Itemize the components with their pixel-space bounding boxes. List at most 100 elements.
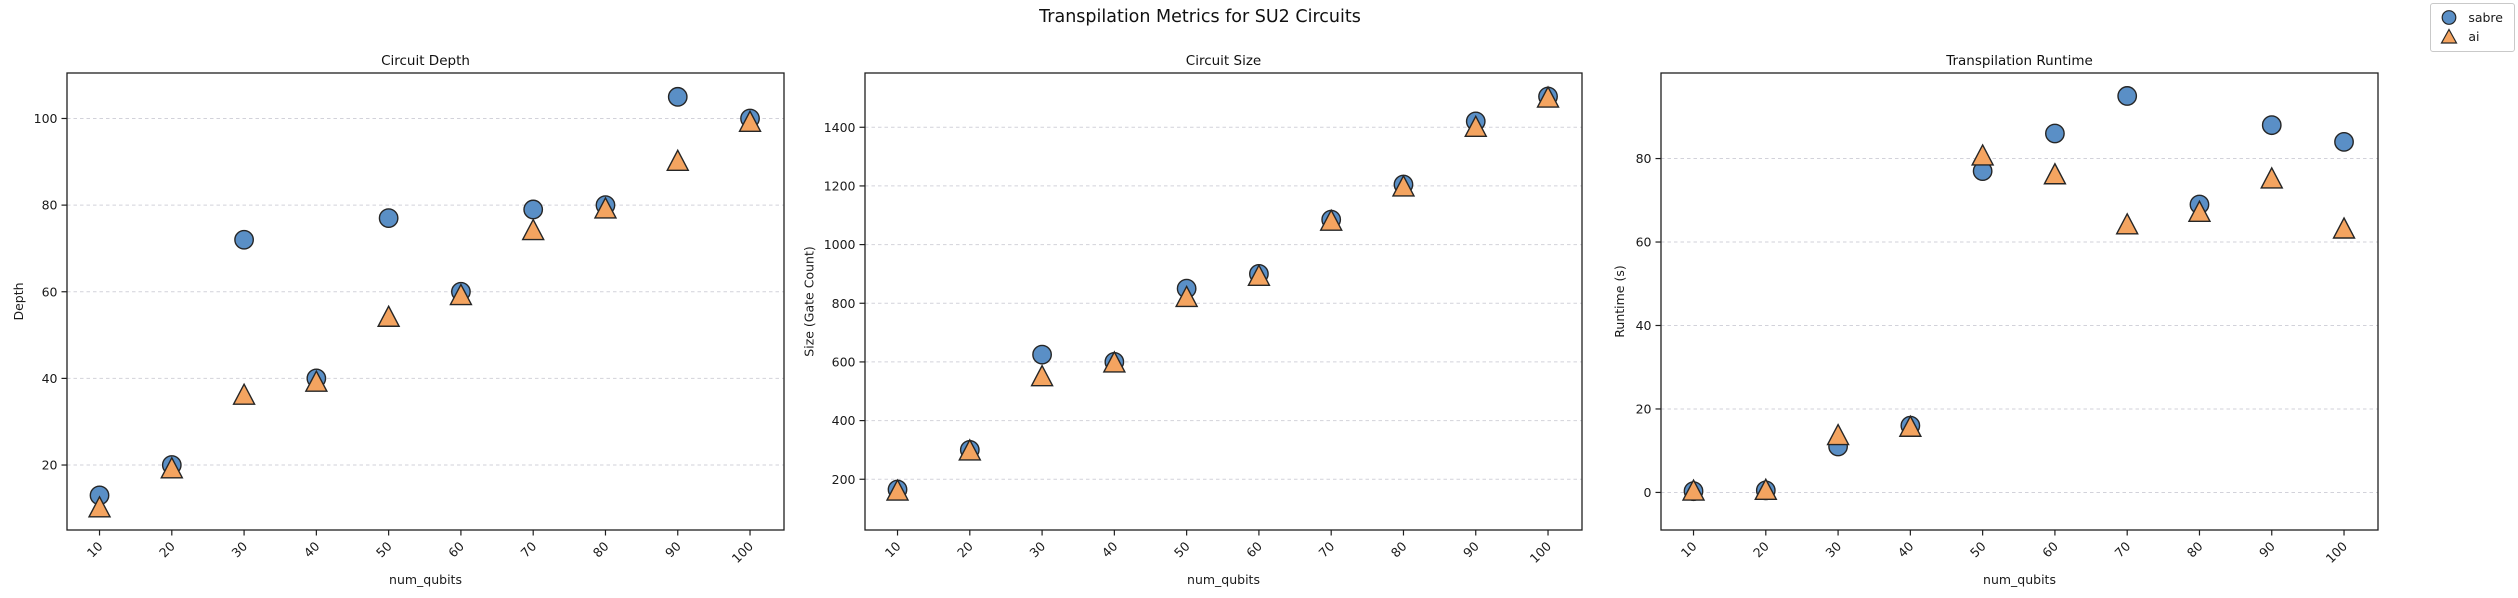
x-tick-label: 20 bbox=[954, 538, 976, 560]
triangle-marker-icon bbox=[1247, 263, 1271, 287]
x-tick-label: 60 bbox=[445, 538, 467, 560]
x-tick-label: 100 bbox=[1527, 538, 1555, 566]
subplot-title: Circuit Size bbox=[1186, 53, 1261, 69]
circle-marker-icon bbox=[2261, 115, 2282, 136]
markers-sabre bbox=[887, 86, 1558, 500]
x-tick-label: 10 bbox=[882, 538, 904, 560]
markers-ai bbox=[885, 85, 1560, 501]
triangle-marker-icon bbox=[738, 109, 762, 133]
circle-marker-icon bbox=[523, 199, 544, 220]
y-tick-label: 800 bbox=[832, 296, 856, 311]
circle-marker-icon bbox=[1032, 344, 1052, 365]
triangle-marker-icon bbox=[1391, 174, 1416, 197]
triangle-marker-icon bbox=[1030, 364, 1054, 387]
triangle-marker-icon bbox=[1536, 85, 1560, 108]
x-tick-label: 50 bbox=[373, 538, 395, 560]
triangle-marker-icon bbox=[1898, 414, 1923, 437]
gridlines bbox=[1661, 158, 2378, 493]
legend-item-sabre: sabre bbox=[2439, 9, 2503, 26]
y-tick-label: 1400 bbox=[824, 120, 856, 135]
triangle-marker-icon bbox=[449, 283, 473, 306]
circle-marker-icon bbox=[234, 229, 254, 250]
circle-marker-icon bbox=[2441, 10, 2457, 25]
x-tick-label: 80 bbox=[1388, 538, 1410, 560]
x-tick-label: 40 bbox=[1895, 538, 1917, 560]
gridlines bbox=[67, 117, 784, 466]
y-axis: 20 40 60 80 100 bbox=[34, 111, 67, 473]
triangle-marker-icon bbox=[1754, 477, 1778, 500]
y-axis-label: Runtime (s) bbox=[1612, 265, 1627, 337]
triangle-marker-icon bbox=[1681, 478, 1706, 501]
circle-marker-icon bbox=[378, 208, 399, 229]
triangle-marker-icon bbox=[2043, 162, 2067, 185]
y-tick-label: 80 bbox=[1636, 151, 1652, 166]
scatter-plot-svg: 0 20 40 60 80 10 20 30 40 50 60 70 80 90 100 Transpilat… bbox=[1612, 53, 2379, 587]
circle-marker-icon bbox=[2045, 123, 2065, 144]
triangle-marker-icon bbox=[958, 438, 982, 461]
markers-ai bbox=[1681, 143, 2356, 501]
x-tick-label: 50 bbox=[1171, 538, 1193, 560]
triangle-marker-icon bbox=[1174, 284, 1199, 308]
x-tick-label: 40 bbox=[301, 538, 323, 560]
circle-marker-icon bbox=[2441, 10, 2457, 25]
y-axis: 200 400 600 800 1000 1200 1400 bbox=[824, 120, 865, 487]
circle-marker-icon bbox=[2117, 86, 2138, 106]
x-axis: 10 20 30 40 50 60 70 80 90 100 bbox=[882, 530, 1554, 566]
scatter-plot-svg: 20 40 60 80 100 10 20 30 40 50 60 70 80 90 100 Circuit … bbox=[11, 53, 785, 587]
markers-sabre bbox=[1683, 86, 2354, 502]
triangle-marker-icon bbox=[87, 495, 112, 518]
triangle-marker-icon bbox=[2440, 28, 2458, 44]
chart-transpilation-runtime: 0 20 40 60 80 10 20 30 40 50 60 70 80 90 100 Transpilat… bbox=[1594, 0, 2434, 598]
legend-label: sabre bbox=[2468, 10, 2503, 25]
x-tick-label: 90 bbox=[662, 538, 684, 560]
triangle-marker-icon bbox=[2187, 199, 2212, 223]
legend-item-ai: ai bbox=[2439, 28, 2503, 45]
x-axis-label: num_qubits bbox=[1187, 572, 1260, 587]
subplot-title: Circuit Depth bbox=[381, 53, 470, 69]
y-axis: 0 20 40 60 80 bbox=[1636, 151, 1661, 500]
chart-circuit-depth: 20 40 60 80 100 10 20 30 40 50 60 70 80 90 100 Circuit … bbox=[0, 0, 840, 598]
triangle-marker-icon bbox=[160, 456, 184, 479]
scatter-plot-svg: 200 400 600 800 1000 1200 1400 10 20 30 40 50 60 70 80… bbox=[801, 53, 1583, 587]
x-tick-label: 70 bbox=[2111, 538, 2133, 560]
y-tick-label: 20 bbox=[42, 458, 58, 473]
x-tick-label: 10 bbox=[1678, 538, 1700, 560]
y-tick-label: 1200 bbox=[824, 178, 856, 193]
y-tick-label: 0 bbox=[1644, 485, 1652, 500]
x-tick-label: 100 bbox=[2323, 538, 2351, 566]
triangle-marker-icon bbox=[2440, 28, 2458, 44]
triangle-marker-icon bbox=[885, 478, 910, 501]
x-tick-label: 50 bbox=[1967, 538, 1989, 560]
x-axis-label: num_qubits bbox=[389, 572, 462, 587]
y-tick-label: 1000 bbox=[824, 237, 856, 252]
y-tick-label: 600 bbox=[832, 354, 856, 369]
y-tick-label: 400 bbox=[832, 413, 856, 428]
y-tick-label: 80 bbox=[42, 198, 58, 213]
triangle-marker-icon bbox=[2332, 216, 2356, 239]
triangle-marker-icon bbox=[2260, 166, 2284, 189]
y-axis-label: Depth bbox=[11, 282, 26, 320]
x-tick-label: 30 bbox=[1822, 538, 1844, 560]
markers-ai bbox=[87, 109, 762, 518]
triangle-marker-icon bbox=[521, 218, 545, 241]
y-tick-label: 100 bbox=[34, 111, 58, 126]
legend: sabre ai bbox=[2430, 3, 2515, 52]
axes-box bbox=[864, 72, 1583, 531]
x-tick-label: 70 bbox=[517, 538, 539, 560]
triangle-marker-icon bbox=[593, 196, 618, 219]
x-tick-label: 80 bbox=[2184, 538, 2206, 560]
y-tick-label: 200 bbox=[832, 472, 856, 487]
figure-title: Transpilation Metrics for SU2 Circuits bbox=[1039, 7, 1361, 27]
triangle-marker-icon bbox=[304, 369, 329, 392]
circle-marker-icon bbox=[667, 86, 688, 107]
x-tick-label: 70 bbox=[1315, 538, 1337, 560]
x-tick-label: 20 bbox=[156, 538, 178, 560]
x-axis: 10 20 30 40 50 60 70 80 90 100 bbox=[1678, 530, 2350, 566]
subplot-title: Transpilation Runtime bbox=[1945, 53, 2093, 69]
y-tick-label: 40 bbox=[42, 371, 58, 386]
x-axis: 10 20 30 40 50 60 70 80 90 100 bbox=[84, 530, 756, 566]
y-tick-label: 40 bbox=[1636, 318, 1652, 333]
x-tick-label: 30 bbox=[228, 538, 250, 560]
y-tick-label: 20 bbox=[1636, 401, 1652, 416]
triangle-marker-icon bbox=[666, 148, 690, 172]
